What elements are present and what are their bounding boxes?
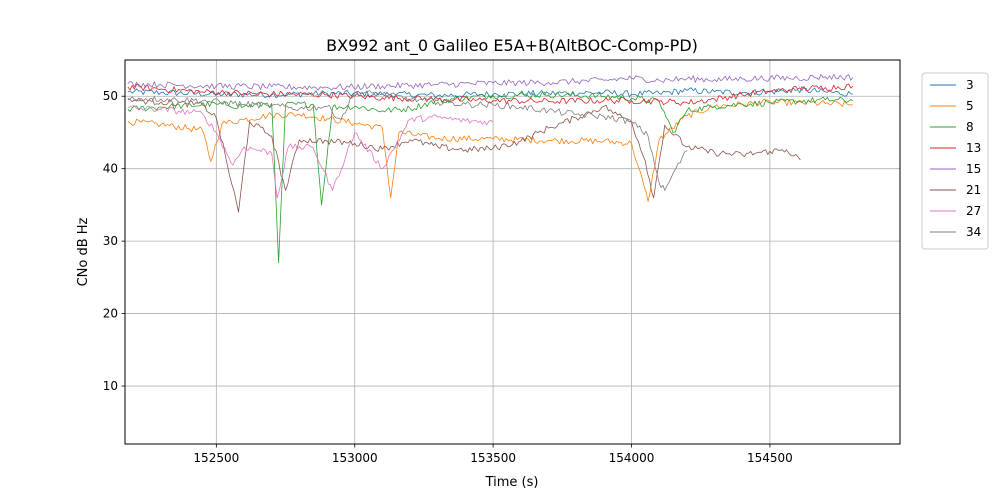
series-layer	[127, 74, 854, 264]
legend-label-5: 5	[966, 99, 974, 113]
series-line-5	[127, 98, 853, 202]
legend-box	[921, 72, 989, 250]
y-tick-label: 10	[103, 379, 118, 393]
x-tick-label: 152500	[193, 451, 239, 465]
y-tick-label: 50	[103, 89, 118, 103]
series-line-13	[127, 83, 854, 106]
series-line-34	[127, 90, 688, 191]
axis-ticks: 152500 153000 153500 154000 154500 10 20 30 40 50	[103, 89, 793, 465]
grid-lines	[125, 60, 900, 444]
legend-label-15: 15	[966, 162, 981, 176]
legend: 3 5 8 13 15 21 27 34	[921, 72, 989, 250]
legend-label-8: 8	[966, 120, 974, 134]
series-line-15	[127, 74, 854, 91]
plot-area	[125, 60, 900, 444]
legend-label-34: 34	[966, 225, 981, 239]
y-axis-label: CNo dB Hz	[76, 217, 91, 286]
x-tick-label: 154500	[747, 451, 793, 465]
series-line-27	[127, 105, 494, 199]
legend-label-13: 13	[966, 141, 981, 155]
x-tick-label: 153000	[332, 451, 378, 465]
y-tick-label: 40	[103, 162, 118, 176]
x-tick-label: 153500	[470, 451, 516, 465]
plot-frame	[124, 59, 901, 445]
legend-label-3: 3	[966, 78, 974, 92]
x-axis-label: Time (s)	[485, 475, 539, 490]
legend-label-27: 27	[966, 204, 981, 218]
chart-title: BX992 ant_0 Galileo E5A+B(AltBOC-Comp-PD…	[326, 36, 698, 56]
y-tick-label: 20	[103, 307, 118, 321]
series-line-3	[127, 86, 853, 99]
y-tick-label: 30	[103, 234, 118, 248]
x-tick-label: 154000	[609, 451, 655, 465]
legend-label-21: 21	[966, 183, 981, 197]
series-line-21	[127, 97, 801, 213]
